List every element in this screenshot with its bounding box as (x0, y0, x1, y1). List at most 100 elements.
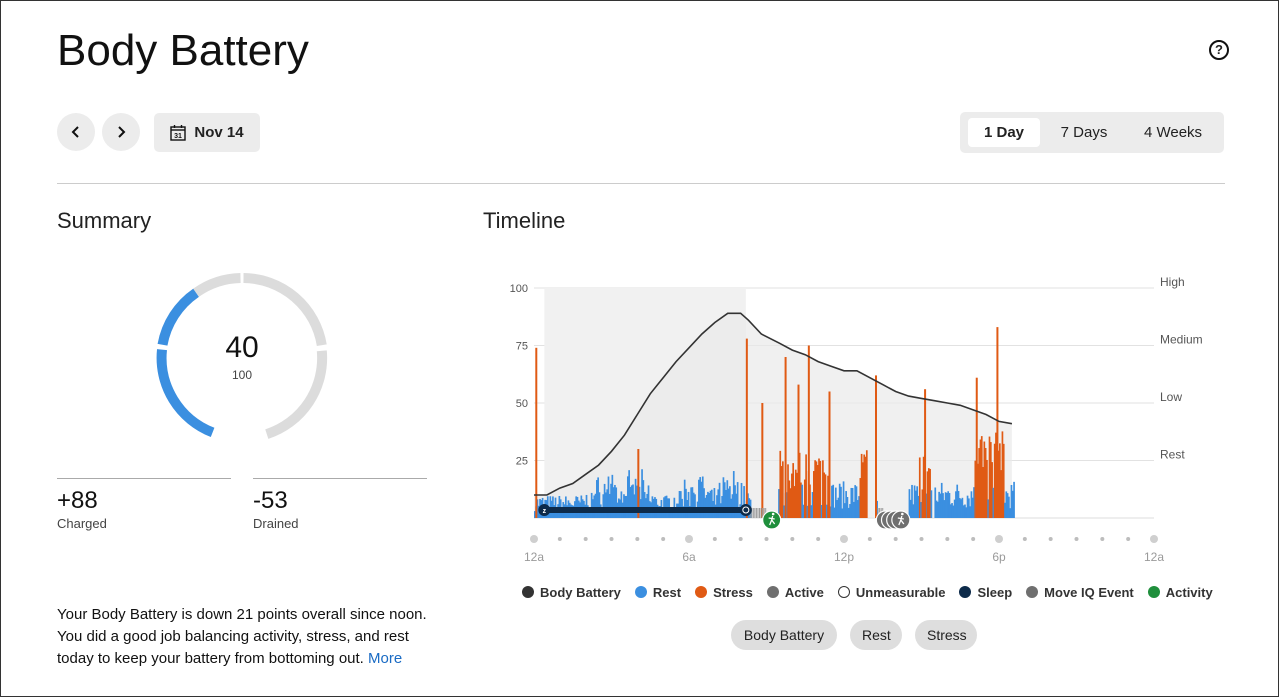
stress-bar (593, 495, 596, 518)
stress-bar (717, 489, 720, 518)
legend-label: Move IQ Event (1044, 584, 1134, 600)
tab-1-day[interactable]: 1 Day (968, 118, 1040, 147)
stress-bar (818, 458, 820, 518)
stress-bar (819, 460, 822, 518)
stress-spike (828, 391, 831, 518)
stress-bar (838, 483, 841, 518)
stress-bar (590, 492, 593, 518)
battery-area (534, 313, 1012, 518)
stress-bar (969, 506, 971, 518)
x-axis-dot (816, 537, 821, 541)
stress-bar (982, 467, 984, 518)
help-icon[interactable]: ? (1209, 40, 1229, 60)
battery-max: 100 (231, 368, 253, 382)
chevron-left-icon (71, 126, 79, 138)
stress-bar (687, 491, 690, 518)
legend-label: Unmeasurable (855, 584, 946, 600)
stress-bar (863, 454, 866, 518)
stress-bar (946, 492, 948, 518)
stress-bar (951, 503, 953, 518)
stress-bar (913, 485, 916, 518)
x-axis-dot (1074, 537, 1079, 541)
stress-bar (743, 486, 745, 518)
x-tick-label: 6a (682, 550, 696, 564)
drained-value: -53 (253, 487, 288, 514)
stress-bar (929, 468, 931, 518)
stress-bar (837, 497, 840, 518)
stress-bar (783, 505, 785, 518)
stress-bar (953, 499, 956, 518)
stress-bar (859, 478, 862, 518)
charged-divider (57, 478, 231, 479)
x-axis-dot (609, 537, 614, 541)
legend-dot-icon (1147, 586, 1160, 598)
stress-bar (722, 477, 725, 518)
x-axis-dot (971, 537, 976, 541)
stress-bar (961, 497, 964, 518)
stress-bar (942, 493, 944, 518)
legend-item: Body Battery (522, 585, 621, 600)
stress-bar (661, 509, 664, 518)
x-axis-dot (1048, 537, 1053, 541)
stress-bar (849, 504, 851, 518)
stress-bar (832, 484, 835, 518)
tab-7-days[interactable]: 7 Days (1060, 124, 1108, 141)
alarm-clock-icon (739, 504, 752, 516)
date-picker-button[interactable]: 31 Nov 14 (154, 113, 260, 152)
stress-bar (851, 487, 854, 518)
stress-bar (816, 465, 819, 518)
stress-bar (561, 510, 563, 518)
stress-bar (716, 495, 718, 518)
stress-spike (535, 347, 538, 518)
previous-day-button[interactable] (57, 113, 95, 151)
stress-bar (911, 484, 913, 518)
stress-bar (855, 486, 858, 518)
stress-bar (736, 482, 739, 518)
stress-spike (875, 375, 877, 518)
stress-bar (603, 483, 606, 518)
stress-bar (606, 489, 609, 518)
x-axis-dot (712, 537, 717, 541)
legend-dot-icon (766, 586, 779, 598)
filter-rest[interactable]: Rest (850, 620, 902, 650)
body-battery-chart: 100 High 75 Medium 50 Low 25 Rest z 12a 6a 12p 6p 1… (510, 275, 1203, 564)
stress-bar (709, 490, 712, 518)
alarm-clock-face (742, 506, 750, 514)
stress-bar (678, 490, 681, 518)
stress-bar (734, 485, 736, 518)
stress-spike (797, 384, 800, 518)
x-axis-dot (583, 537, 588, 541)
more-link[interactable]: More (368, 650, 403, 667)
stress-bar (987, 499, 990, 518)
stress-bar (670, 509, 673, 518)
y-tick-label: 75 (516, 341, 528, 353)
legend-dot-icon (959, 586, 972, 598)
legend-label: Stress (713, 584, 753, 600)
stress-spike (807, 345, 810, 518)
next-day-button[interactable] (102, 113, 140, 151)
legend-item: Active (766, 585, 824, 600)
tab-4-weeks[interactable]: 4 Weeks (1143, 124, 1203, 141)
stress-bar (641, 469, 643, 518)
legend-item: Sleep (959, 585, 1012, 600)
legend-dot-icon (522, 586, 534, 598)
stress-bar (800, 482, 802, 518)
x-axis-dot (790, 537, 795, 541)
stress-bar (966, 495, 969, 518)
stress-bar (865, 450, 868, 518)
x-axis-dot (893, 537, 898, 541)
stress-bar (708, 492, 711, 518)
filter-stress[interactable]: Stress (915, 620, 977, 650)
runner-icon (768, 515, 776, 526)
stress-bar (847, 507, 850, 518)
x-axis-dot (867, 537, 872, 541)
legend-item: Unmeasurable (837, 584, 946, 600)
stress-bar (785, 492, 788, 518)
stress-bar (647, 485, 650, 518)
filter-body-battery[interactable]: Body Battery (731, 620, 837, 650)
stress-bar (665, 495, 668, 518)
stress-bar (679, 491, 682, 518)
stress-bar (944, 492, 947, 518)
legend-dot-icon (695, 586, 708, 598)
x-axis-dot (557, 537, 562, 541)
